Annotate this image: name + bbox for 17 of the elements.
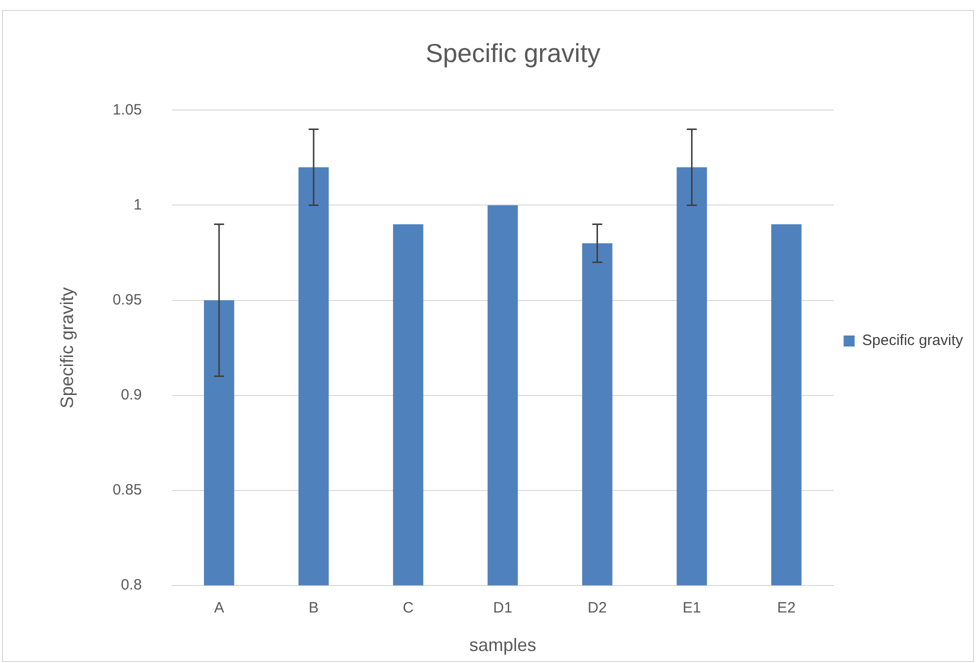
x-tick-label: E2	[777, 600, 796, 617]
y-tick-label: 0.85	[112, 482, 142, 498]
y-tick-label: 0.95	[112, 291, 142, 308]
x-tick-label: C	[402, 600, 414, 617]
chart-title: Specific gravity	[426, 38, 600, 68]
x-tick-label: E1	[682, 600, 701, 617]
x-tick-label: D1	[493, 600, 512, 617]
x-tick-label: D2	[588, 600, 607, 617]
x-tick-label: A	[214, 600, 224, 617]
legend-label: Specific gravity	[862, 332, 964, 350]
y-tick-label: 1	[133, 196, 142, 214]
y-tick-label: 0.9	[120, 386, 142, 404]
y-axis-title: Specific gravity	[56, 287, 77, 408]
y-tick-label: 1.05	[112, 101, 142, 118]
x-tick-label: B	[308, 600, 319, 617]
x-axis-title: samples	[469, 635, 536, 656]
y-tick-label: 0.8	[120, 576, 142, 594]
